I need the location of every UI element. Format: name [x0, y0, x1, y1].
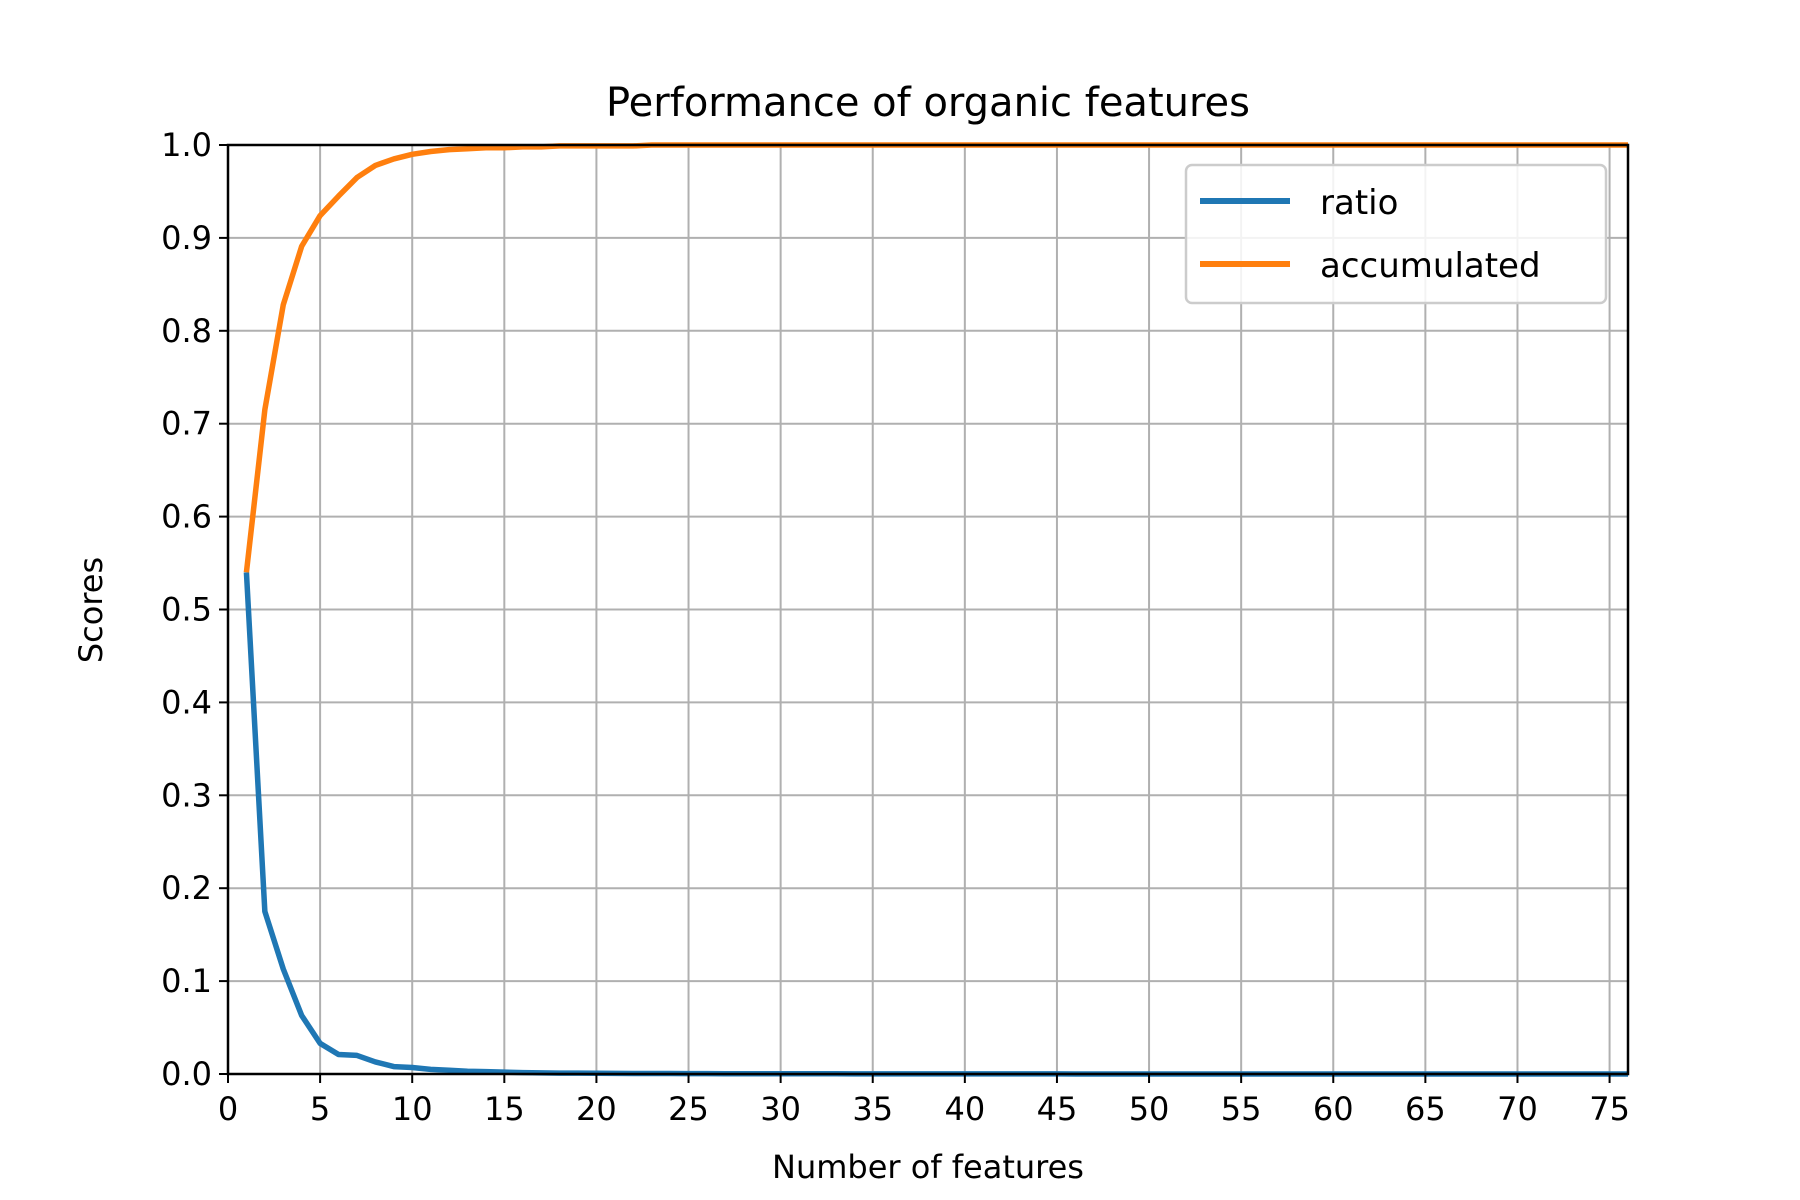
y-tick-label: 0.7	[161, 405, 212, 443]
x-tick-label: 0	[218, 1090, 238, 1128]
y-tick-label: 0.9	[161, 219, 212, 257]
y-tick-label: 0.0	[161, 1055, 212, 1093]
x-tick-label: 60	[1313, 1090, 1354, 1128]
x-tick-label: 70	[1497, 1090, 1538, 1128]
x-tick-label: 75	[1589, 1090, 1630, 1128]
legend-label-ratio: ratio	[1320, 183, 1398, 223]
y-tick-label: 0.5	[161, 591, 212, 629]
x-tick-label: 20	[576, 1090, 617, 1128]
legend-box	[1184, 163, 1608, 305]
x-tick-label: 55	[1221, 1090, 1262, 1128]
x-tick-label: 40	[944, 1090, 985, 1128]
y-tick-label: 0.6	[161, 498, 212, 536]
x-axis-title: Number of features	[772, 1148, 1084, 1186]
x-tick-label: 35	[852, 1090, 893, 1128]
x-tick-label: 5	[310, 1090, 330, 1128]
x-tick-label: 25	[668, 1090, 709, 1128]
axis-ticks: 0 5 10 15 20 25 30 35 40 45 50 55 60 65 70 75 0.0 0.1 0.2 0…	[161, 126, 1630, 1128]
y-tick-label: 0.8	[161, 312, 212, 350]
x-tick-label: 10	[392, 1090, 433, 1128]
y-axis-title: Scores	[72, 557, 110, 663]
x-tick-label: 45	[1037, 1090, 1078, 1128]
x-tick-label: 50	[1129, 1090, 1170, 1128]
legend: ratio accumulated	[1184, 163, 1608, 305]
chart-title: Performance of organic features	[606, 80, 1250, 126]
x-tick-label: 15	[484, 1090, 525, 1128]
y-tick-label: 1.0	[161, 126, 212, 164]
legend-label-accumulated: accumulated	[1320, 246, 1541, 286]
y-tick-label: 0.2	[161, 869, 212, 907]
y-tick-label: 0.1	[161, 962, 212, 1000]
y-tick-label: 0.4	[161, 683, 212, 721]
x-tick-label: 65	[1405, 1090, 1446, 1128]
x-tick-label: 30	[760, 1090, 801, 1128]
y-tick-label: 0.3	[161, 776, 212, 814]
